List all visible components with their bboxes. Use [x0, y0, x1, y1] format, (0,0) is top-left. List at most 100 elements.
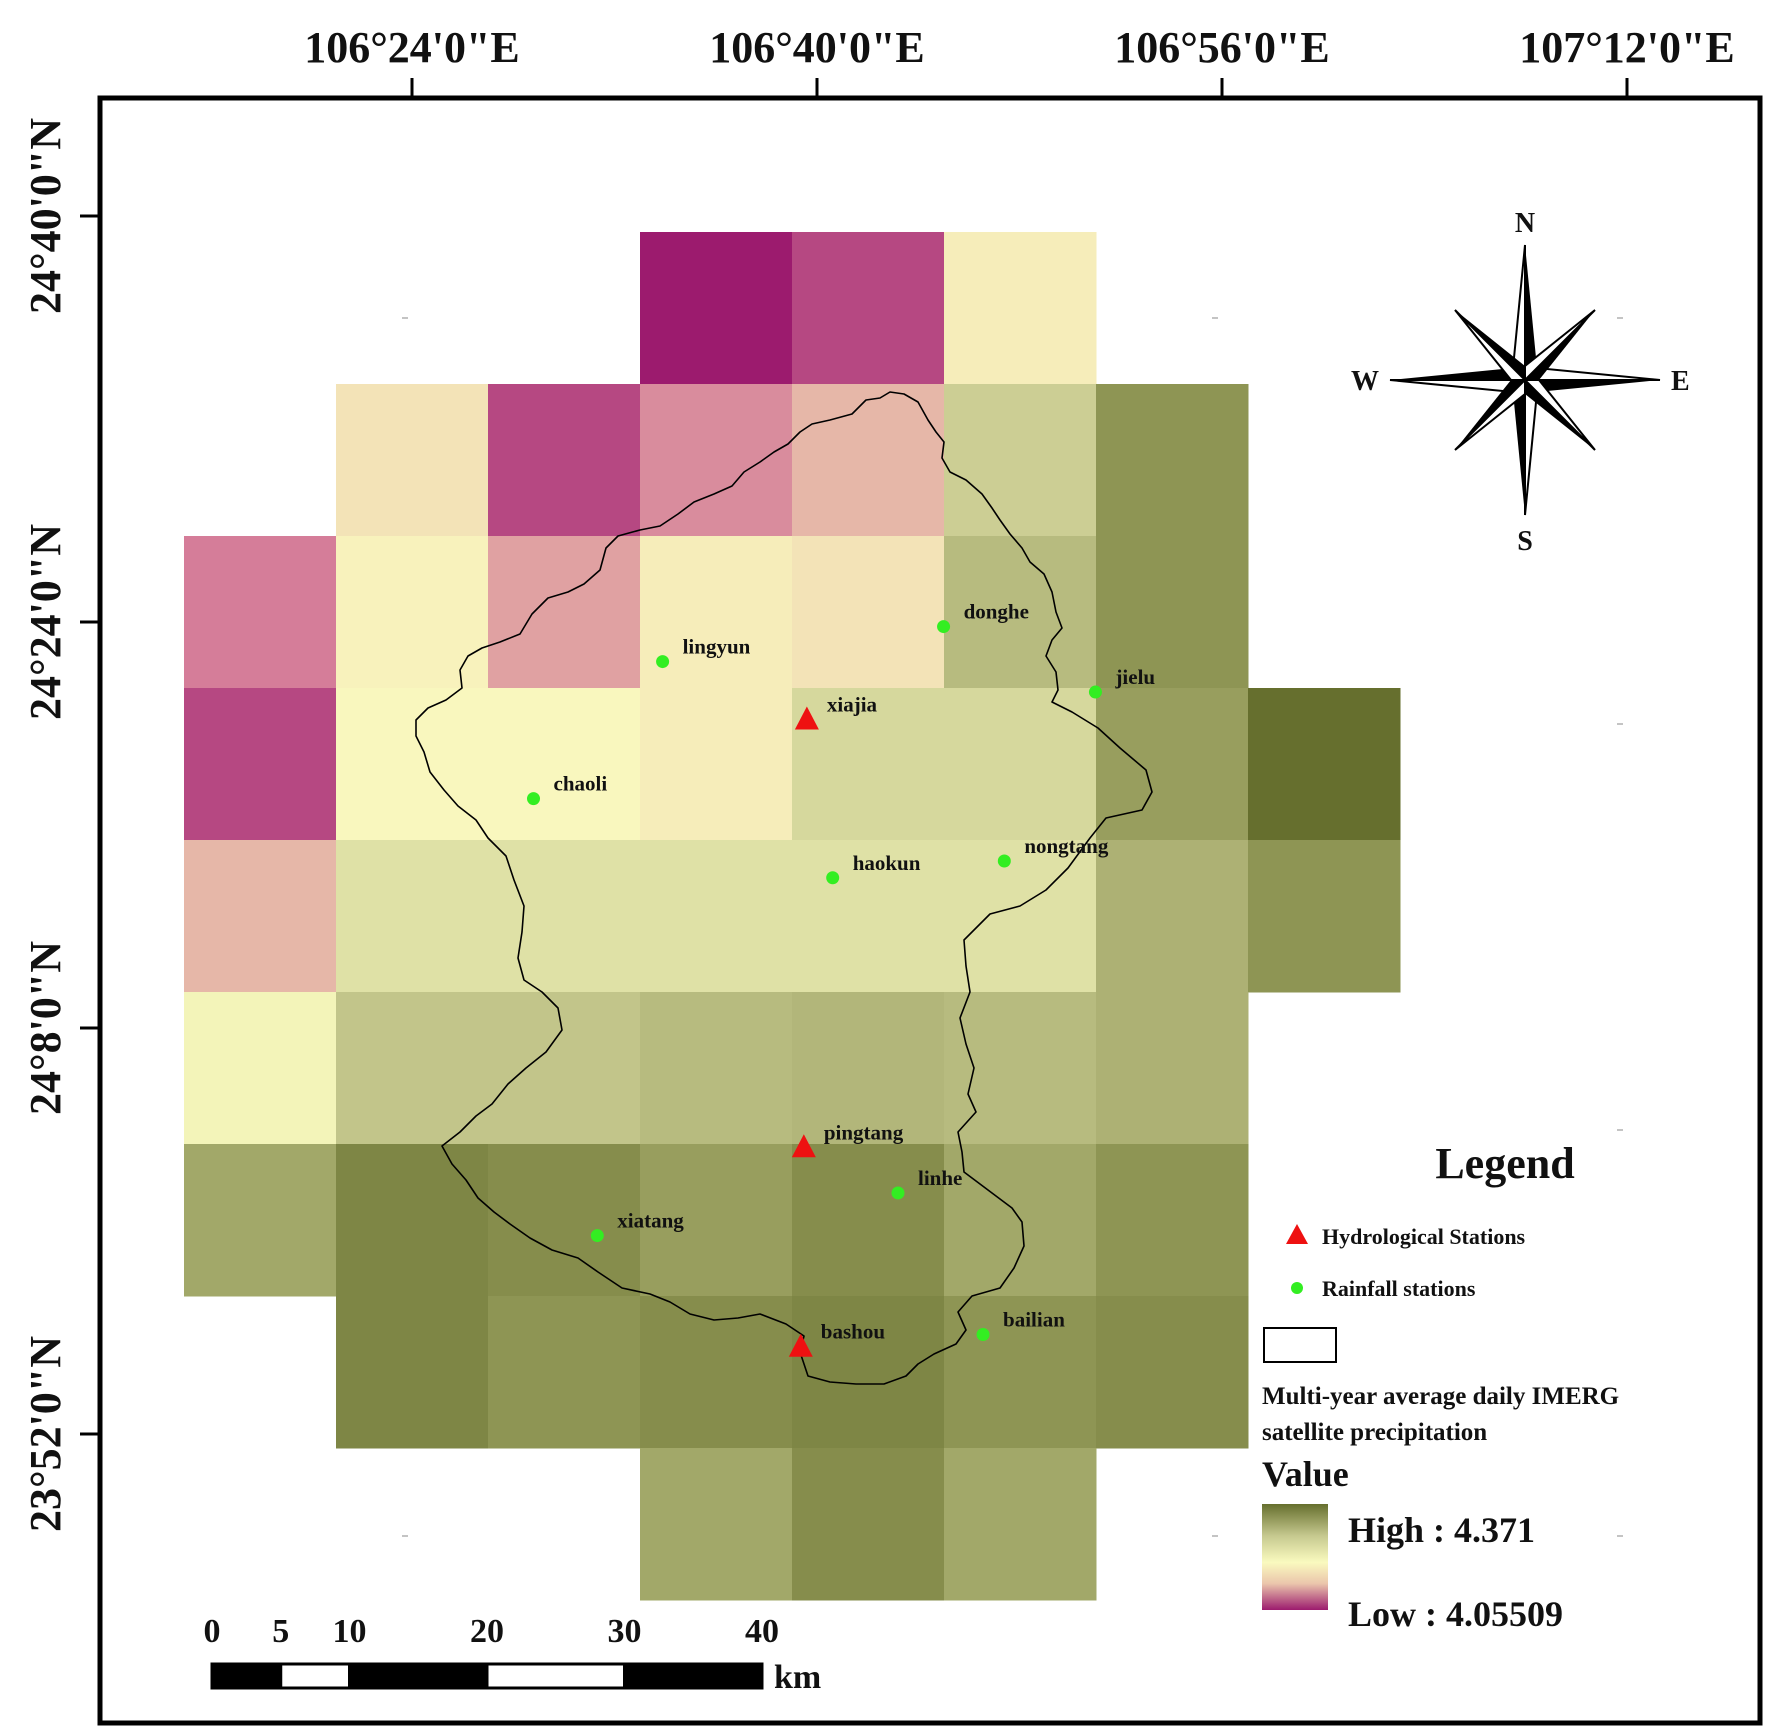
lat-label: 24°8'0"N	[21, 941, 70, 1115]
rain-station-marker	[891, 1186, 905, 1200]
raster-cell	[792, 1448, 945, 1601]
hydro-station-label: pingtang	[824, 1120, 904, 1144]
raster-cell	[184, 536, 337, 689]
rain-station-marker	[590, 1229, 604, 1243]
raster-cell	[1248, 688, 1401, 841]
raster-cell	[944, 1296, 1097, 1449]
legend-title: Legend	[1435, 1139, 1574, 1188]
raster-cell	[640, 992, 793, 1145]
lat-label: 23°52'0"N	[21, 1336, 70, 1532]
rainfall-stations: lingyun donghe jielu chaoli haokun nongtang li…	[527, 600, 1155, 1342]
scale-label: 30	[608, 1613, 642, 1650]
raster-cell	[792, 840, 945, 993]
rain-station-label: chaoli	[554, 772, 608, 796]
compass-e: E	[1671, 366, 1690, 397]
longitude-labels: 106°24'0"E 106°40'0"E 106°56'0"E 107°12'0"E	[304, 23, 1735, 72]
hydro-station-marker	[794, 706, 819, 730]
raster-cell	[792, 1144, 945, 1297]
raster-cell	[336, 1296, 489, 1449]
scale-label: 0	[204, 1613, 221, 1650]
lon-label: 106°40'0"E	[709, 23, 925, 72]
raster-cell	[640, 688, 793, 841]
raster-cell	[336, 536, 489, 689]
raster-cell	[1096, 840, 1249, 993]
hydro-station-label: bashou	[821, 1320, 886, 1344]
raster-cell	[184, 840, 337, 993]
rain-station-marker	[1088, 685, 1102, 699]
scale-label: 20	[470, 1613, 504, 1650]
raster-cell	[488, 688, 641, 841]
basin-boundary	[415, 391, 1153, 1385]
raster-cell	[944, 232, 1097, 385]
scale-segment	[623, 1662, 764, 1690]
raster-cell	[488, 384, 641, 537]
rain-station-label: donghe	[964, 600, 1029, 624]
scale-unit: km	[774, 1659, 821, 1696]
raster-cell	[944, 688, 1097, 841]
latitude-labels: 24°40'0"N 24°24'0"N 24°8'0"N 23°52'0"N	[21, 118, 70, 1532]
hydro-station-label: xiajia	[827, 692, 878, 716]
raster-cell	[792, 232, 945, 385]
rain-station-marker	[826, 871, 840, 885]
scale-segment	[279, 1662, 351, 1690]
raster-cell	[792, 384, 945, 537]
raster-cell	[944, 384, 1097, 537]
raster-cell	[488, 992, 641, 1145]
precipitation-raster	[184, 232, 1401, 1601]
raster-cell	[640, 840, 793, 993]
scale-bar: 0 5 10 20 30 40 km	[204, 1613, 822, 1696]
compass-s: S	[1517, 526, 1533, 557]
rain-station-label: bailian	[1003, 1308, 1065, 1332]
rain-station-marker	[997, 854, 1011, 868]
raster-cell	[1096, 1144, 1249, 1297]
raster-cell	[640, 1144, 793, 1297]
raster-cell	[944, 536, 1097, 689]
raster-cell	[1096, 384, 1249, 537]
raster-cell	[792, 1296, 945, 1449]
raster-cell	[1096, 536, 1249, 689]
rain-station-marker	[656, 655, 670, 669]
lon-label: 106°56'0"E	[1114, 23, 1330, 72]
lon-label: 106°24'0"E	[304, 23, 520, 72]
rain-station-label: nongtang	[1024, 834, 1109, 858]
raster-cell	[1248, 840, 1401, 993]
value-label: Value	[1262, 1454, 1349, 1494]
raster-cell	[336, 840, 489, 993]
scale-label: 10	[333, 1613, 367, 1650]
hydro-station-marker	[791, 1134, 816, 1158]
rain-station-label: haokun	[853, 851, 921, 875]
compass-w: W	[1351, 366, 1379, 397]
raster-cell	[488, 840, 641, 993]
legend: Legend Hydrological Stations Rainfall st…	[1262, 1139, 1619, 1634]
basin-legend-swatch	[1263, 1327, 1337, 1363]
raster-cell	[640, 232, 793, 385]
raster-cell	[792, 992, 945, 1145]
rain-station-label: jielu	[1114, 665, 1155, 689]
raster-cell	[640, 384, 793, 537]
raster-cell	[488, 536, 641, 689]
layer-title-line2: satellite precipitation	[1262, 1419, 1487, 1446]
low-label: Low : 4.05509	[1348, 1594, 1563, 1634]
compass-rose: N S E W	[1351, 208, 1690, 557]
color-ramp-bar	[1262, 1504, 1328, 1610]
raster-cell	[640, 1448, 793, 1601]
raster-cell	[336, 992, 489, 1145]
lat-label: 24°24'0"N	[21, 524, 70, 720]
north-arrow-icon	[1389, 244, 1661, 516]
hydro-legend-icon	[1286, 1224, 1308, 1244]
raster-cell	[184, 1144, 337, 1297]
hydro-legend-label: Hydrological Stations	[1322, 1224, 1526, 1249]
hydrological-stations: xiajia pingtang bashou	[788, 692, 904, 1357]
raster-cell	[336, 688, 489, 841]
raster-cell	[1096, 1296, 1249, 1449]
lat-label: 24°40'0"N	[21, 118, 70, 314]
raster-cell	[184, 992, 337, 1145]
rain-station-label: linhe	[918, 1166, 962, 1190]
rain-station-label: lingyun	[683, 635, 751, 659]
raster-cell	[336, 1144, 489, 1297]
raster-cell	[640, 1296, 793, 1449]
rain-legend-icon	[1291, 1282, 1303, 1294]
hydro-station-marker	[788, 1333, 813, 1357]
scale-label: 5	[272, 1613, 289, 1650]
